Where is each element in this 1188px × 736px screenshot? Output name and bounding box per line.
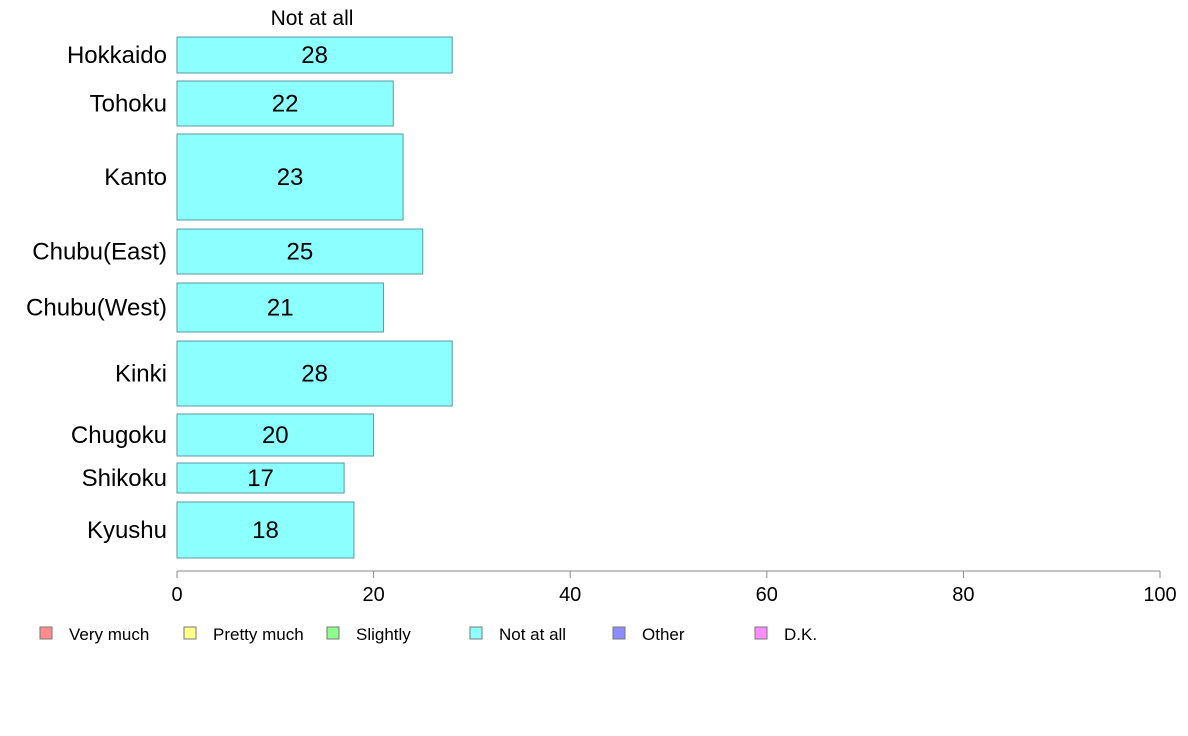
category-label: Chubu(West): [26, 295, 167, 322]
data-label: 22: [272, 91, 299, 118]
panel-title: Not at all: [271, 7, 354, 30]
legend-label: D.K.: [784, 625, 817, 644]
legend-swatch: [39, 626, 53, 640]
legend-swatch: [469, 626, 483, 640]
x-tick-label: 40: [559, 584, 581, 606]
x-axis: 0 20 40 60 80 100: [171, 570, 1177, 606]
bar: [176, 340, 453, 407]
data-label: 25: [287, 239, 314, 266]
data-label: 18: [252, 517, 279, 544]
data-label: 23: [277, 164, 304, 191]
category-label: Kinki: [115, 361, 167, 388]
bar: [176, 413, 375, 457]
legend-swatch: [754, 626, 768, 640]
category-label: Shikoku: [82, 465, 167, 492]
legend-label: Not at all: [499, 625, 566, 644]
category-label: Kanto: [104, 164, 167, 191]
data-label: 17: [247, 465, 274, 492]
bars-group: Hokkaido 28 Tohoku 22 Kanto 23 Chubu(East) 25 Ch…: [26, 36, 453, 559]
x-tick-label: 20: [362, 584, 384, 606]
x-tick-label: 100: [1143, 584, 1176, 606]
bar: [176, 501, 355, 559]
legend-swatch: [183, 626, 197, 640]
data-label: 28: [301, 42, 328, 69]
legend: Very much Pretty much Slightly Not at all Ot…: [39, 625, 817, 644]
legend-label: Other: [642, 625, 685, 644]
bar: [176, 80, 394, 127]
category-label: Tohoku: [90, 91, 167, 118]
x-tick-label: 60: [756, 584, 778, 606]
x-tick-label: 0: [171, 584, 182, 606]
category-label: Chugoku: [71, 422, 167, 449]
x-tick-label: 80: [952, 584, 974, 606]
legend-label: Very much: [69, 625, 149, 644]
data-label: 28: [301, 361, 328, 388]
bar: [176, 228, 424, 275]
legend-swatch: [612, 626, 626, 640]
bar: [176, 462, 345, 494]
category-label: Hokkaido: [67, 42, 167, 69]
legend-label: Pretty much: [213, 625, 304, 644]
category-label: Chubu(East): [32, 239, 167, 266]
legend-swatch: [326, 626, 340, 640]
bar: [176, 133, 404, 221]
data-label: 21: [267, 295, 294, 322]
category-label: Kyushu: [87, 517, 167, 544]
legend-label: Slightly: [356, 625, 411, 644]
bar: [176, 36, 453, 74]
bar: [176, 282, 384, 333]
data-label: 20: [262, 422, 289, 449]
